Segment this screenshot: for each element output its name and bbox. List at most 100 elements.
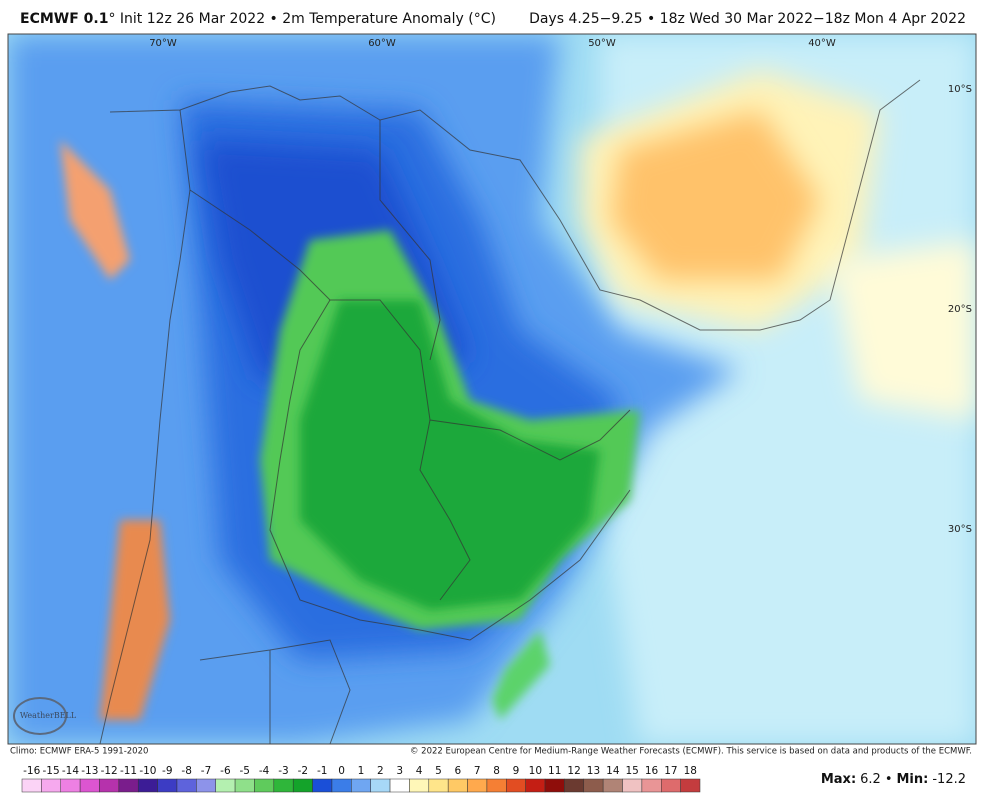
colorbar-label: 0 xyxy=(338,765,345,777)
stats-part: Min: xyxy=(897,772,929,787)
border-line xyxy=(419,419,471,601)
colorbar-label: 15 xyxy=(626,765,639,777)
map-frame xyxy=(7,33,977,745)
colorbar-label: 11 xyxy=(548,765,561,777)
colorbar-cell xyxy=(312,778,333,793)
colorbar-label: 13 xyxy=(587,765,600,777)
colorbar-cell xyxy=(351,778,371,793)
lat-label: 30°S xyxy=(948,524,972,535)
anomaly-area xyxy=(60,140,130,280)
colorbar-label: 8 xyxy=(493,765,500,777)
colorbar-cell xyxy=(370,778,391,793)
colorbar-label: -2 xyxy=(298,765,308,777)
anomaly-area xyxy=(300,300,600,610)
colorbar-cell xyxy=(215,778,236,793)
colorbar-cell xyxy=(292,778,313,793)
lon-label: 50°W xyxy=(588,38,616,49)
copyright: © 2022 European Centre for Medium-Range … xyxy=(410,747,972,757)
colorbar-cell xyxy=(525,778,546,793)
colorbar-cell xyxy=(506,778,526,793)
lat-label: 20°S xyxy=(948,304,972,315)
colorbar-cell xyxy=(486,778,507,793)
colorbar-cell xyxy=(196,778,216,793)
colorbar-cell xyxy=(447,778,468,793)
colorbar-label: -3 xyxy=(278,765,288,777)
anomaly-area xyxy=(492,630,550,720)
colorbar-label: 17 xyxy=(664,765,677,777)
colorbar-cell xyxy=(622,778,643,793)
stats-part: 6.2 xyxy=(860,772,881,787)
colorbar-cell xyxy=(21,778,42,793)
lat-label: 10°S xyxy=(948,84,972,95)
colorbar-label: 1 xyxy=(358,765,365,777)
colorbar-cell xyxy=(331,778,352,793)
colorbar-cell xyxy=(273,778,294,793)
colorbar-cell xyxy=(641,778,662,793)
anomaly-area xyxy=(610,110,820,280)
colorbar-label: -1 xyxy=(317,765,327,777)
colorbar-label: 2 xyxy=(377,765,384,777)
colorbar-label: 7 xyxy=(474,765,481,777)
border-line xyxy=(269,299,631,641)
colorbar-cell xyxy=(99,778,120,793)
border-line xyxy=(99,189,191,744)
stats: Max: 6.2 • Min: -12.2 xyxy=(821,772,966,787)
stats-part: • xyxy=(885,772,893,787)
title-rest: ° Init 12z 26 Mar 2022 • 2m Temperature … xyxy=(108,11,496,27)
colorbar-cell xyxy=(176,778,197,793)
colorbar-label: -5 xyxy=(240,765,250,777)
stats-part: Max: xyxy=(821,772,856,787)
colorbar-label: -6 xyxy=(220,765,231,777)
colorbar-cell xyxy=(564,778,585,793)
colorbar-label: -8 xyxy=(181,765,191,777)
colorbar-cell xyxy=(428,778,449,793)
colorbar-cell xyxy=(583,778,604,793)
colorbar-cell xyxy=(602,778,623,793)
colorbar-label: 6 xyxy=(455,765,462,777)
colorbar-cell xyxy=(234,778,255,793)
colorbar-label: -9 xyxy=(162,765,172,777)
lon-label: 60°W xyxy=(368,38,396,49)
colorbar-label: 18 xyxy=(684,765,697,777)
map-field xyxy=(8,34,976,744)
colorbar-cell xyxy=(79,778,100,793)
border-line xyxy=(109,79,921,331)
title: ECMWF 0.1° Init 12z 26 Mar 2022 • 2m Tem… xyxy=(20,11,496,27)
colorbar-label: -14 xyxy=(62,765,79,777)
colorbar-label: 12 xyxy=(567,765,580,777)
border-line xyxy=(199,639,351,744)
colorbar-cell xyxy=(41,778,61,793)
colorbar-cell xyxy=(254,778,275,793)
anomaly-area xyxy=(830,240,976,420)
colorbar-label: 9 xyxy=(513,765,520,777)
colorbar-cell xyxy=(680,778,701,793)
model: ECMWF 0.1 xyxy=(20,11,109,27)
logo: WeatherBELL xyxy=(20,711,77,720)
valid-time: Days 4.25−9.25 • 18z Wed 30 Mar 2022−18z… xyxy=(529,11,966,27)
colorbar-label: -7 xyxy=(201,765,211,777)
colorbar-label: 4 xyxy=(416,765,423,777)
colorbar-label: 16 xyxy=(645,765,659,777)
colorbar-label: -10 xyxy=(139,765,156,777)
colorbar-cell xyxy=(137,778,158,793)
colorbar-label: 10 xyxy=(529,765,542,777)
colorbar-label: -16 xyxy=(23,765,40,777)
border-line xyxy=(179,109,631,461)
colorbar-cell xyxy=(409,778,430,793)
stats-part: -12.2 xyxy=(932,772,966,787)
colorbar-label: -13 xyxy=(81,765,98,777)
colorbar-label: -12 xyxy=(101,765,118,777)
colorbar-label: -11 xyxy=(120,765,137,777)
colorbar-label: -4 xyxy=(259,765,270,777)
colorbar-cell xyxy=(544,778,565,793)
colorbar-cell xyxy=(661,778,681,793)
border-line xyxy=(379,120,441,361)
colorbar-cell xyxy=(467,778,488,793)
colorbar-cell xyxy=(118,778,139,793)
logo-ring xyxy=(13,697,67,735)
colorbar-cell xyxy=(60,778,81,793)
colorbar-label: 5 xyxy=(435,765,442,777)
climo-note: Climo: ECMWF ERA-5 1991-2020 xyxy=(10,747,148,757)
